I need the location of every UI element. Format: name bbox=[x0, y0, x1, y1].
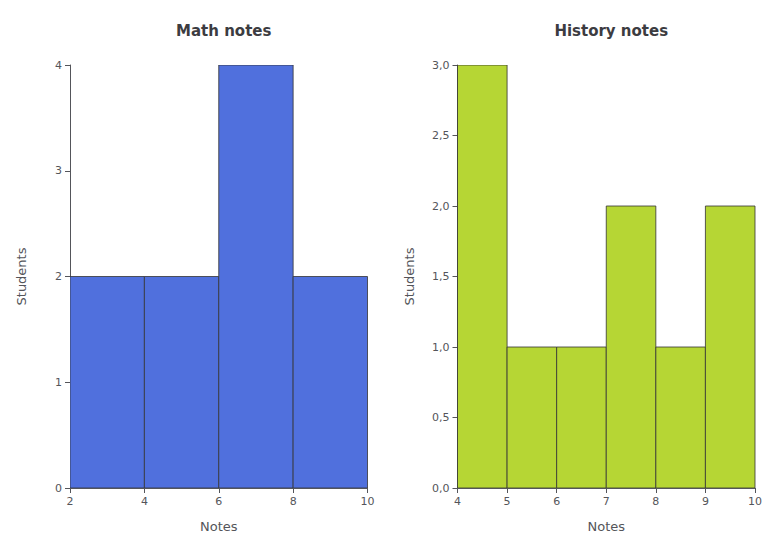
svg-text:2,5: 2,5 bbox=[432, 129, 450, 142]
svg-text:0,5: 0,5 bbox=[432, 411, 450, 424]
svg-text:4: 4 bbox=[454, 495, 461, 508]
svg-text:8: 8 bbox=[290, 495, 297, 508]
svg-text:3,0: 3,0 bbox=[432, 59, 450, 72]
svg-text:10: 10 bbox=[748, 495, 762, 508]
svg-text:1,5: 1,5 bbox=[432, 270, 450, 283]
svg-text:4: 4 bbox=[55, 59, 62, 72]
svg-text:8: 8 bbox=[652, 495, 659, 508]
svg-text:2: 2 bbox=[67, 495, 74, 508]
svg-text:1: 1 bbox=[55, 376, 62, 389]
svg-text:2: 2 bbox=[55, 270, 62, 283]
svg-text:Math notes: Math notes bbox=[176, 22, 271, 40]
svg-text:3: 3 bbox=[55, 164, 62, 177]
svg-text:0: 0 bbox=[55, 482, 62, 495]
svg-text:6: 6 bbox=[553, 495, 560, 508]
svg-text:4: 4 bbox=[141, 495, 148, 508]
svg-text:1,0: 1,0 bbox=[432, 341, 450, 354]
svg-text:7: 7 bbox=[603, 495, 610, 508]
svg-text:5: 5 bbox=[504, 495, 511, 508]
svg-text:History notes: History notes bbox=[554, 22, 668, 40]
svg-text:2,0: 2,0 bbox=[432, 200, 450, 213]
svg-text:Students: Students bbox=[14, 247, 29, 305]
svg-text:Notes: Notes bbox=[587, 519, 625, 534]
svg-text:Students: Students bbox=[402, 247, 417, 305]
svg-text:0,0: 0,0 bbox=[432, 482, 450, 495]
svg-text:Notes: Notes bbox=[200, 519, 238, 534]
svg-text:10: 10 bbox=[361, 495, 375, 508]
svg-text:9: 9 bbox=[702, 495, 709, 508]
svg-text:6: 6 bbox=[215, 495, 222, 508]
